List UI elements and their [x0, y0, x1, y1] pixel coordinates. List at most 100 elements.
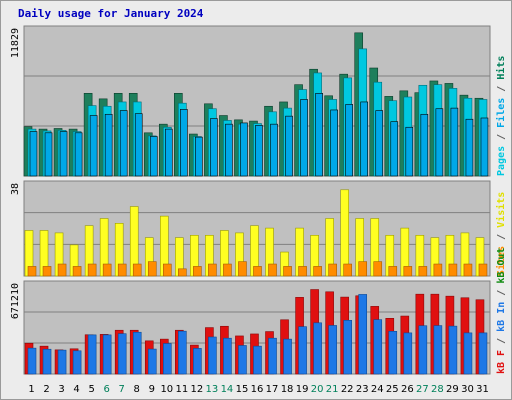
bar-kb-in-day-3	[57, 349, 67, 375]
legend-entry: /	[496, 228, 507, 246]
bar-sites-day-31	[478, 263, 488, 277]
bar-kb-in-day-15	[238, 345, 247, 375]
bar-pages-day-13	[210, 118, 218, 177]
bar-kb-in-day-31	[478, 332, 488, 375]
bar-sites-day-21	[328, 263, 337, 277]
bar-kb-in-day-20	[313, 322, 322, 375]
bar-sites-day-17	[268, 263, 277, 277]
x-tick-day-19: 19	[296, 384, 309, 395]
bar-sites-day-29	[448, 263, 458, 277]
bar-kb-in-day-5	[87, 334, 97, 375]
bar-pages-day-12	[195, 136, 203, 177]
x-tick-day-31: 31	[476, 384, 489, 395]
x-tick-day-5: 5	[88, 384, 94, 395]
x-tick-day-28: 28	[431, 384, 444, 395]
legend-entry: Sites	[495, 246, 507, 276]
legend-entry: kB In	[496, 302, 507, 332]
bar-kb-in-day-27	[418, 325, 428, 375]
bar-sites-day-2	[42, 266, 52, 277]
x-tick-day-26: 26	[401, 384, 414, 395]
bar-sites-day-16	[253, 266, 262, 277]
bar-pages-day-17	[270, 123, 278, 177]
bar-kb-in-day-17	[268, 337, 277, 375]
bar-pages-day-20	[315, 93, 323, 177]
bar-sites-day-20	[313, 266, 322, 277]
bar-pages-day-23	[360, 101, 369, 177]
bar-sites-day-23	[358, 261, 368, 277]
legend-entry: /	[496, 284, 507, 302]
legend-top: Pages / Files / Hits	[495, 56, 507, 176]
x-tick-day-6: 6	[103, 384, 109, 395]
bar-kb-in-day-11	[178, 330, 187, 375]
bar-sites-day-15	[238, 261, 247, 277]
bar-sites-day-13	[208, 263, 217, 277]
bar-pages-day-28	[435, 108, 444, 177]
bar-pages-day-14	[225, 123, 233, 177]
legend-entry: Pages	[496, 146, 507, 176]
bar-pages-day-9	[149, 136, 158, 177]
bar-kb-in-day-22	[343, 319, 352, 375]
legend-entry: kB Out	[496, 248, 507, 284]
ymax-label-visits-sites: 38	[10, 183, 21, 195]
bar-pages-day-22	[345, 104, 353, 177]
x-tick-day-18: 18	[281, 384, 294, 395]
bar-sites-day-27	[418, 266, 428, 277]
bar-sites-day-26	[403, 266, 413, 277]
bar-kb-in-day-13	[208, 336, 217, 375]
bar-kb-in-day-25	[388, 331, 398, 375]
panel-visits-sites	[23, 180, 491, 277]
x-tick-day-15: 15	[236, 384, 249, 395]
bar-sites-day-25	[388, 266, 398, 277]
bar-pages-day-4	[74, 132, 83, 177]
chart-title: Daily usage for January 2024	[18, 7, 204, 20]
bar-kb-in-day-14	[223, 337, 232, 375]
bar-sites-day-7	[117, 263, 127, 277]
x-tick-day-24: 24	[371, 384, 384, 395]
bar-kb-in-day-12	[193, 348, 202, 375]
bar-visits-day-22	[340, 189, 349, 277]
bar-kb-in-day-26	[403, 332, 413, 375]
x-tick-day-2: 2	[43, 384, 49, 395]
bar-pages-day-11	[180, 109, 188, 177]
bar-kb-in-day-7	[117, 333, 127, 375]
bar-sites-day-19	[298, 266, 307, 277]
bar-sites-day-3	[57, 263, 67, 277]
bar-pages-day-21	[330, 109, 338, 177]
x-tick-day-29: 29	[446, 384, 459, 395]
x-tick-day-30: 30	[461, 384, 474, 395]
bar-pages-day-2	[44, 132, 53, 177]
bar-sites-day-18	[283, 266, 292, 277]
bar-kb-in-day-8	[132, 331, 142, 375]
legend-entry: /	[496, 332, 507, 350]
panel-hits-files-pages	[23, 25, 491, 177]
bar-kb-in-day-18	[283, 338, 292, 375]
ymax-label-kbf-kbin-kbout: 671210	[10, 283, 21, 319]
bar-pages-day-27	[420, 113, 429, 177]
bar-kb-in-day-19	[298, 326, 307, 375]
legend-bot: kB F / kB In / kB Out	[496, 248, 507, 374]
x-tick-day-20: 20	[311, 384, 324, 395]
legend-mid: Sites / Visits	[495, 192, 507, 276]
bar-kb-in-day-24	[373, 319, 383, 375]
bar-pages-day-7	[119, 110, 128, 177]
bar-pages-day-29	[450, 107, 459, 177]
bar-pages-day-15	[240, 122, 248, 177]
bar-pages-day-6	[104, 113, 113, 177]
bar-sites-day-4	[72, 266, 82, 277]
bar-sites-day-24	[373, 261, 383, 277]
bar-pages-day-19	[300, 99, 308, 177]
x-tick-day-17: 17	[266, 384, 279, 395]
bar-pages-day-24	[375, 110, 384, 177]
legend-entry: kB F	[496, 350, 507, 374]
x-tick-day-11: 11	[175, 384, 188, 395]
bar-kb-in-day-30	[463, 332, 473, 375]
bar-pages-day-18	[285, 115, 293, 177]
x-tick-day-25: 25	[386, 384, 399, 395]
x-tick-day-4: 4	[73, 384, 79, 395]
bar-sites-day-1	[27, 266, 37, 277]
bar-sites-day-22	[343, 263, 352, 277]
bar-kb-in-day-4	[72, 350, 82, 375]
bar-pages-day-8	[134, 113, 143, 177]
bar-sites-day-28	[433, 263, 443, 277]
